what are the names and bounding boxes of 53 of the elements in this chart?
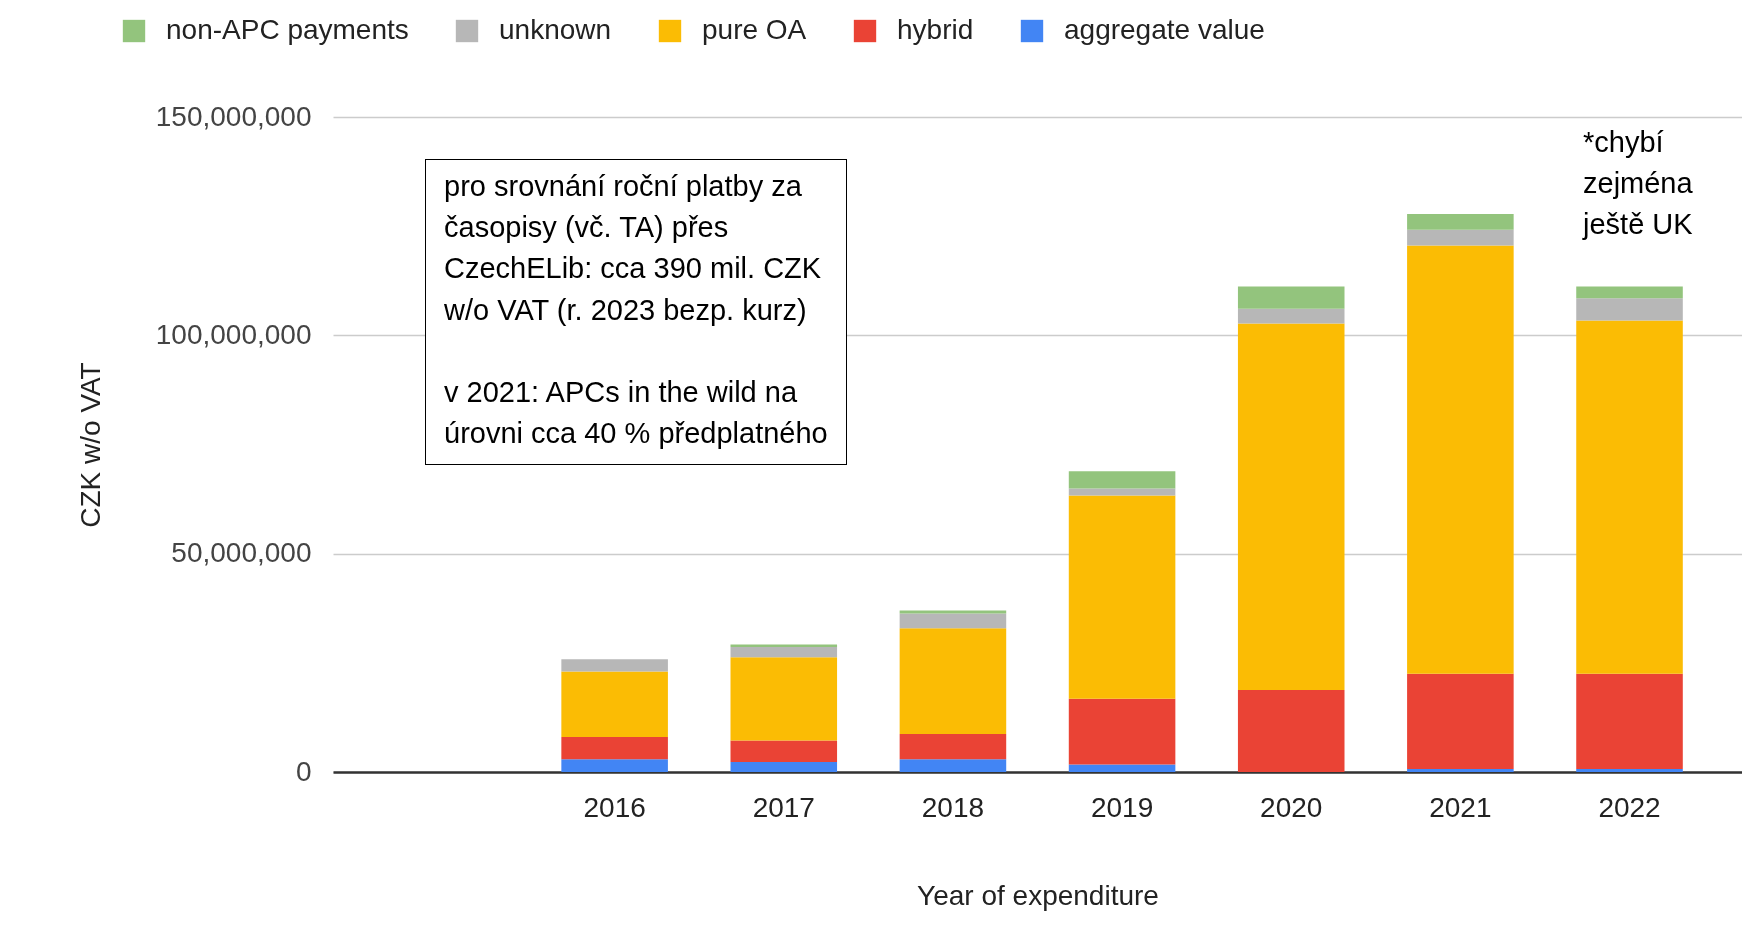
bar	[1407, 673, 1514, 769]
bar	[1068, 495, 1176, 699]
bar	[730, 647, 838, 658]
bar	[1407, 213, 1514, 230]
bar	[1237, 286, 1345, 309]
x-tick-label: 2017	[752, 791, 815, 823]
x-tick-label: 2022	[1598, 791, 1661, 823]
bar	[730, 740, 838, 762]
bar	[1237, 308, 1345, 324]
y-tick-label: 0	[295, 755, 312, 787]
y-tick-label: 150,000,000	[155, 100, 312, 132]
legend-label: pure OA	[702, 14, 807, 45]
bar	[1576, 298, 1683, 321]
x-tick-label: 2019	[1090, 791, 1154, 823]
annotation: *chybí zejména ještě UK	[1583, 125, 1693, 243]
bar	[899, 610, 1007, 614]
bar	[1576, 286, 1683, 299]
bar	[899, 628, 1007, 735]
bar	[1576, 673, 1683, 769]
legend-label: aggregate value	[1064, 14, 1265, 45]
y-tick-label: 50,000,000	[171, 537, 312, 569]
y-axis-title: CZK w/o VAT	[74, 362, 106, 528]
bar	[561, 759, 668, 772]
bar	[899, 613, 1007, 629]
bar	[1068, 471, 1176, 489]
legend-label: unknown	[499, 14, 612, 45]
text: pro srovnání roční platby za časopisy (vč. TA) přes CzechELib: cca 390 mil. CZK w/o VAT (r. 2023 bezp. kurz) v 2021: APCs in the wild na úrovni cca 40 % předplatného	[444, 170, 828, 450]
legend-label: non-APC payments	[166, 14, 409, 45]
bar	[1068, 488, 1176, 496]
bar	[1576, 320, 1683, 674]
bar	[1407, 768, 1514, 772]
bar	[1068, 764, 1176, 772]
y-tick-label: 100,000,000	[155, 318, 312, 350]
bar	[1068, 698, 1176, 765]
bar	[561, 659, 668, 672]
x-tick-label: 2018	[921, 791, 985, 823]
bar	[730, 657, 838, 741]
bar	[730, 644, 838, 648]
bar	[899, 759, 1007, 772]
x-tick-label: 2020	[1260, 791, 1323, 823]
x-tick-label: 2016	[583, 791, 646, 823]
bar	[730, 761, 838, 772]
bar	[1407, 229, 1514, 246]
bar	[1237, 689, 1345, 772]
bar	[1576, 768, 1683, 772]
bar	[561, 671, 668, 738]
x-axis-title: Year of expenditure	[917, 879, 1159, 911]
legend-label: hybrid	[897, 14, 974, 45]
bar	[561, 737, 668, 760]
x-tick-label: 2021	[1429, 791, 1492, 823]
bar	[1407, 245, 1514, 674]
bar	[1237, 323, 1345, 690]
bar	[899, 734, 1007, 760]
